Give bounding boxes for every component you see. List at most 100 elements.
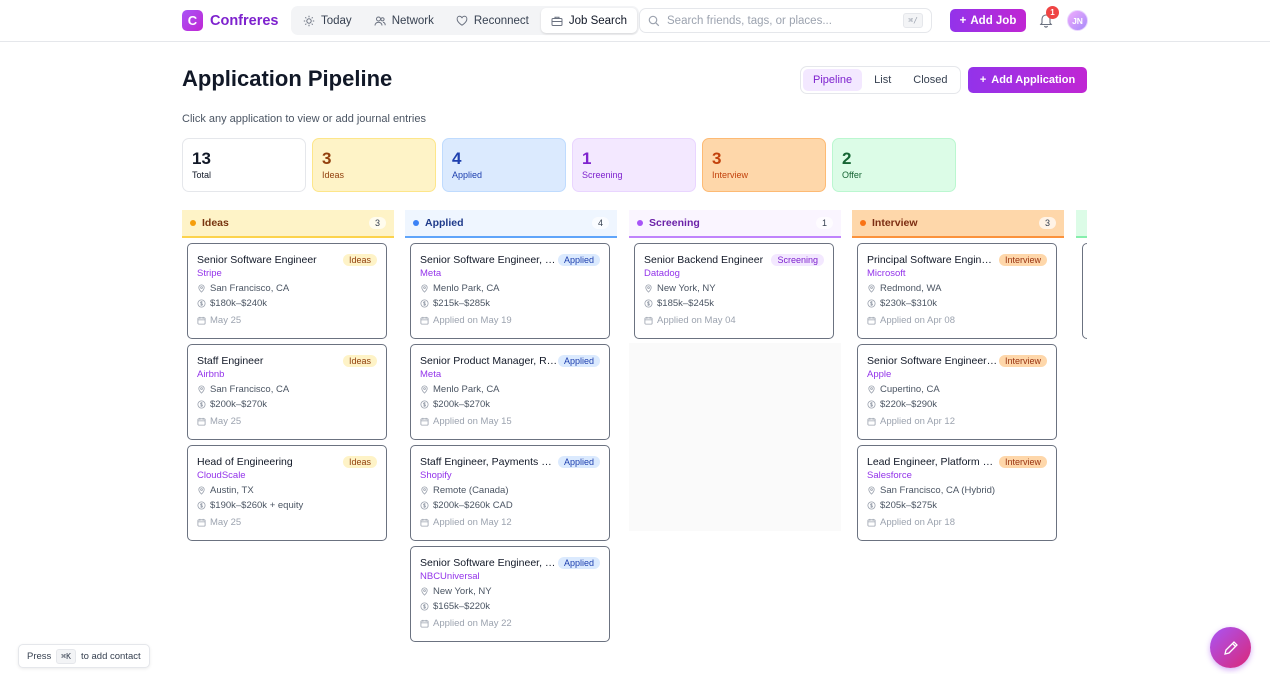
hint-suffix: to add contact [80, 650, 141, 662]
company-name: Meta [420, 369, 442, 380]
dollar-icon [197, 400, 206, 409]
status-badge: Ideas [342, 254, 377, 266]
dollar-icon [867, 501, 876, 510]
nav-tab-reconnect[interactable]: Reconnect [446, 8, 539, 33]
app-logo[interactable]: C Confreres [182, 10, 279, 31]
view-closed[interactable]: Closed [913, 74, 948, 86]
location-text: Menlo Park, CA [433, 283, 500, 294]
location-icon [868, 284, 875, 293]
logo-mark: C [182, 10, 203, 31]
location-row: Redmond, WA [867, 283, 1047, 294]
job-title: Lead Engineer, Platform … [867, 456, 994, 468]
main-nav: Today Network Reconnect Job Search [291, 6, 640, 35]
application-card[interactable]: Senior Software Engineer… Interview Appl… [857, 344, 1057, 440]
location-icon [421, 587, 428, 596]
calendar-icon [420, 518, 429, 527]
app-name: Confreres [210, 12, 279, 29]
add-application-label: Add Application [991, 74, 1076, 86]
date-row: May 25 [197, 315, 377, 326]
add-job-label: Add Job [970, 14, 1017, 27]
location-row: Cupertino, CA [867, 384, 1047, 395]
add-application-button[interactable]: + Add Application [968, 67, 1087, 93]
job-title: Staff Engineer [197, 355, 264, 367]
column-applied: Applied 4 Senior Software Engineer, … Ap… [405, 210, 617, 652]
view-toggle: Pipeline List Closed [800, 66, 961, 94]
column-dot [190, 220, 196, 226]
stat-interview[interactable]: 3 Interview [702, 138, 826, 192]
location-row: New York, NY [420, 586, 600, 597]
stat-ideas[interactable]: 3 Ideas [312, 138, 436, 192]
salary-text: $180k–$240k [210, 298, 268, 309]
date-row: Applied on May 04 [644, 315, 824, 326]
salary-text: $200k–$270k [433, 399, 491, 410]
add-job-button[interactable]: + Add Job [950, 9, 1026, 32]
column-screening: Screening 1 Senior Backend Engineer Scre… [629, 210, 841, 349]
application-card[interactable]: Senior Backend Engineer Screening Datado… [634, 243, 834, 339]
calendar-icon [197, 316, 206, 325]
application-card[interactable]: Head of Engineering Ideas CloudScale Aus… [187, 445, 387, 541]
shortcut-hint: Press ⌘K to add contact [18, 644, 150, 668]
calendar-icon [867, 417, 876, 426]
stat-total[interactable]: 13 Total [182, 138, 306, 192]
stat-offer[interactable]: 2 Offer [832, 138, 956, 192]
salary-row: $200k–$260k CAD [420, 500, 600, 511]
location-text: New York, NY [433, 586, 492, 597]
column-header: Ideas 3 [182, 210, 394, 238]
application-card[interactable]: Senior Software Engineer Ideas Stripe Sa… [187, 243, 387, 339]
application-card[interactable]: Senior Software Engineer, … Applied NBCU… [410, 546, 610, 642]
search-input[interactable]: Search friends, tags, or places... ⌘/ [639, 8, 932, 33]
company-name: Microsoft [867, 268, 906, 279]
stat-value: 4 [452, 149, 462, 168]
column-interview: Interview 3 Principal Software Engin… In… [852, 210, 1064, 551]
application-card[interactable]: Staff Engineer Ideas Airbnb San Francisc… [187, 344, 387, 440]
date-row: Applied on May 15 [420, 416, 600, 427]
date-text: Applied on Apr 08 [880, 315, 956, 326]
nav-tab-network[interactable]: Network [364, 8, 444, 33]
location-text: Redmond, WA [880, 283, 942, 294]
date-text: Applied on May 22 [433, 618, 512, 629]
application-card[interactable]: Senior Product Manager, R… Applied Meta … [410, 344, 610, 440]
stat-value: 1 [582, 149, 592, 168]
stat-screening[interactable]: 1 Screening [572, 138, 696, 192]
application-card[interactable]: Staff Engineer, Payments … Applied Shopi… [410, 445, 610, 541]
column-header: Interview 3 [852, 210, 1064, 238]
screening-empty-area [629, 343, 841, 531]
salary-row: $200k–$270k [197, 399, 377, 410]
application-card[interactable]: Principal Software Engin… Interview Micr… [857, 243, 1057, 339]
salary-text: $215k–$285k [433, 298, 491, 309]
status-badge: Ideas [342, 355, 377, 367]
stat-applied[interactable]: 4 Applied [442, 138, 566, 192]
quick-note-button[interactable] [1210, 627, 1251, 668]
salary-text: $165k–$220k [433, 601, 491, 612]
company-name: Meta [420, 268, 442, 279]
column-title: Screening [649, 217, 700, 229]
application-card[interactable]: Senior Software Engineer, … Applied Meta… [410, 243, 610, 339]
column-body: Senior Backend Engineer Screening Datado… [629, 238, 841, 349]
offer-card-partial[interactable] [1082, 243, 1087, 339]
top-bar: C Confreres Today Network Reconnect Job … [0, 0, 1270, 42]
page-subtitle: Click any application to view or add jou… [182, 113, 426, 125]
location-icon [421, 284, 428, 293]
dollar-icon [420, 501, 429, 510]
view-pipeline[interactable]: Pipeline [803, 69, 863, 91]
calendar-icon [644, 316, 653, 325]
hint-key: ⌘K [56, 648, 76, 664]
date-text: Applied on Apr 18 [880, 517, 956, 528]
column-body: Senior Software Engineer, … Applied Meta… [405, 238, 617, 652]
application-card[interactable]: Lead Engineer, Platform … Interview Sale… [857, 445, 1057, 541]
nav-tab-label: Job Search [568, 14, 628, 27]
location-text: Austin, TX [210, 485, 254, 496]
search-shortcut: ⌘/ [903, 13, 923, 28]
date-text: Applied on May 19 [433, 315, 512, 326]
salary-row: $230k–$310k [867, 298, 1047, 309]
column-count: 1 [815, 217, 833, 229]
company-name: Shopify [420, 470, 452, 481]
company-name: Datadog [644, 268, 680, 279]
view-list[interactable]: List [874, 74, 892, 86]
nav-tab-today[interactable]: Today [293, 8, 362, 33]
dollar-icon [867, 299, 876, 308]
avatar[interactable]: JN [1067, 10, 1088, 31]
stat-label: Screening [582, 170, 623, 180]
nav-tab-job-search[interactable]: Job Search [540, 8, 638, 33]
offer-column-partial [1076, 210, 1087, 530]
